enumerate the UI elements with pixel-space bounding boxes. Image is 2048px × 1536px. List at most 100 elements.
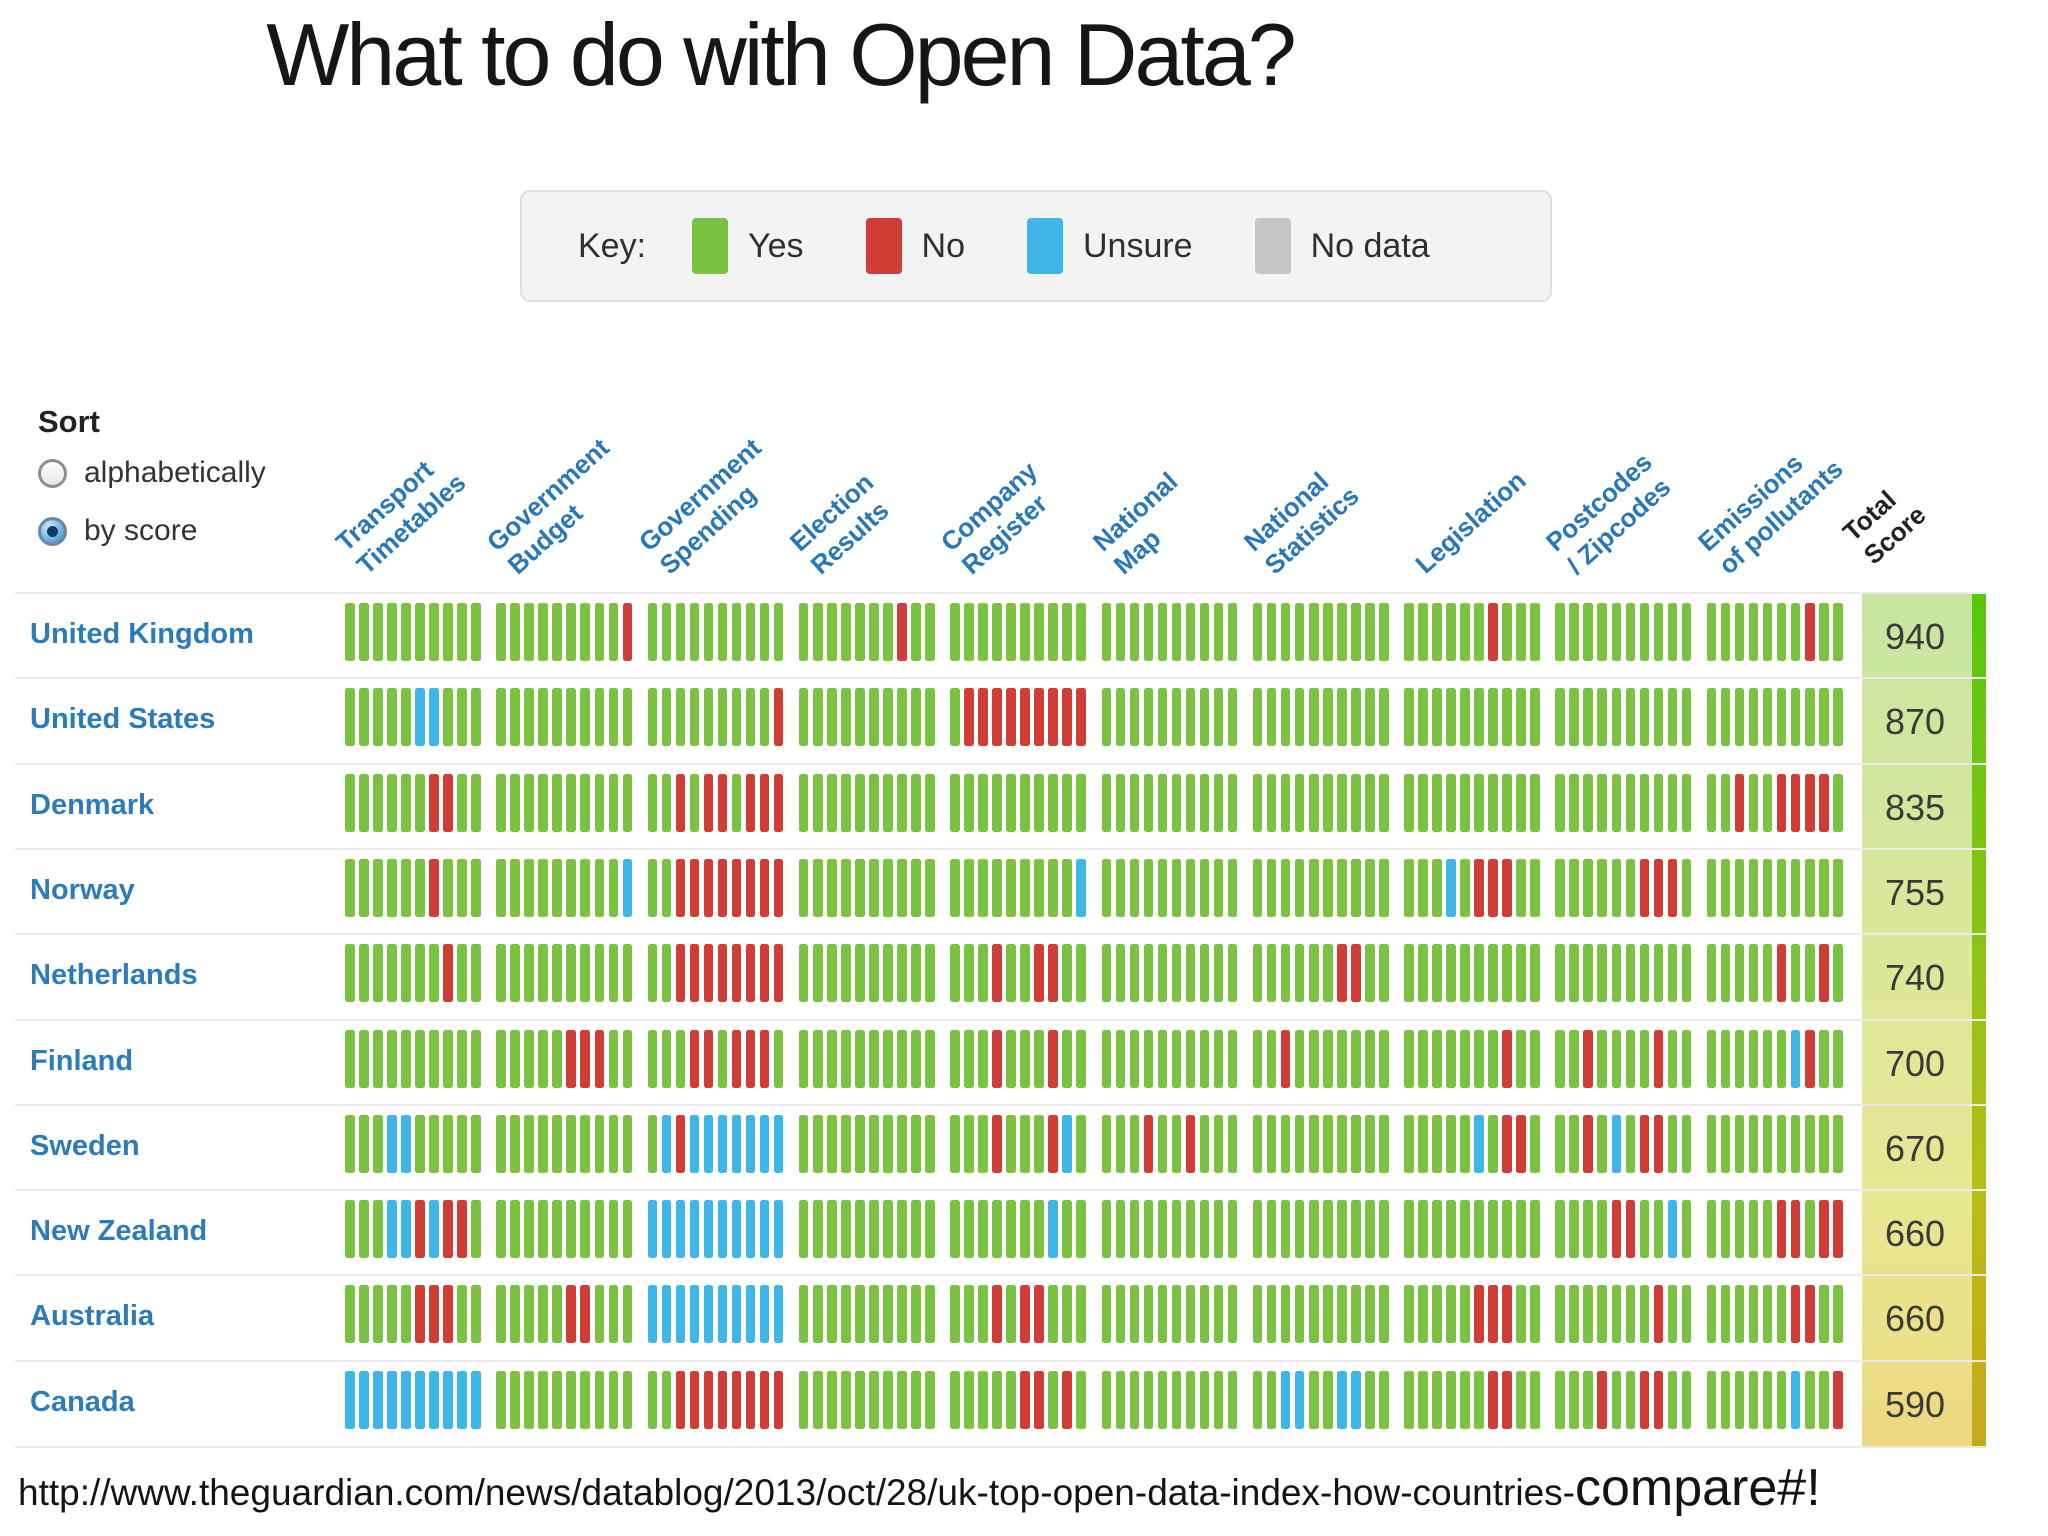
answer-bar-yes: [1020, 603, 1030, 661]
answer-bar-yes: [855, 774, 865, 832]
country-link[interactable]: Denmark: [30, 789, 155, 821]
answer-bar-unsure: [457, 1371, 467, 1429]
answer-bar-yes: [897, 688, 907, 746]
answer-bar-no: [566, 1030, 577, 1088]
answer-bar-yes: [1336, 1285, 1347, 1343]
answer-bar-yes: [1776, 859, 1787, 917]
answer-bar-no: [1048, 688, 1058, 746]
answer-bar-yes: [978, 1115, 988, 1173]
answer-bar-yes: [1115, 688, 1126, 746]
answer-bar-no: [992, 944, 1002, 1002]
answer-bar-yes: [840, 1200, 851, 1258]
answer-bar-yes: [1706, 1200, 1717, 1258]
answer-bar-no: [703, 1371, 714, 1429]
answer-bar-no: [1832, 1200, 1843, 1258]
sort-option-alphabetically[interactable]: alphabetically: [38, 456, 266, 490]
answer-bar-yes: [1171, 1371, 1182, 1429]
answer-bar-yes: [1569, 774, 1580, 832]
answer-bar-no: [1351, 944, 1361, 1002]
answer-bar-yes: [1365, 1200, 1375, 1258]
answer-bar-unsure: [773, 1285, 784, 1343]
answer-bar-no: [1653, 1371, 1664, 1429]
answer-cell-legislation: [1404, 1200, 1540, 1258]
answer-bar-yes: [1474, 603, 1484, 661]
answer-bar-yes: [964, 944, 974, 1002]
answer-bar-yes: [1720, 944, 1731, 1002]
answer-bar-yes: [1832, 1115, 1843, 1173]
answer-bar-yes: [869, 1371, 879, 1429]
country-link[interactable]: Finland: [30, 1045, 134, 1077]
answer-bar-yes: [1418, 774, 1428, 832]
answer-bar-yes: [1597, 1030, 1608, 1088]
answer-bar-yes: [992, 1200, 1002, 1258]
answer-cell-national-statistics: [1252, 859, 1389, 917]
answer-cell-legislation: [1404, 944, 1540, 1002]
answer-bar-no: [773, 1371, 784, 1429]
answer-bar-yes: [1379, 603, 1389, 661]
answer-cell-postcodes-zipcodes: [1555, 688, 1692, 746]
answer-bar-no: [897, 603, 907, 661]
answer-bar-yes: [1365, 603, 1375, 661]
country-link[interactable]: Sweden: [30, 1130, 140, 1162]
answer-bar-yes: [345, 603, 355, 661]
answer-bar-yes: [1681, 688, 1692, 746]
answer-bar-yes: [1101, 603, 1112, 661]
country-link[interactable]: Norway: [30, 874, 135, 906]
answer-bar-yes: [1653, 688, 1664, 746]
answer-bar-yes: [703, 688, 714, 746]
answer-bar-yes: [897, 774, 907, 832]
answer-bar-yes: [1639, 774, 1650, 832]
answer-bar-yes: [1653, 603, 1664, 661]
answer-bar-yes: [580, 1115, 591, 1173]
answer-bar-yes: [345, 859, 355, 917]
answer-cell-government-budget: [496, 603, 633, 661]
answer-bar-yes: [661, 603, 672, 661]
answer-bar-yes: [1611, 1371, 1622, 1429]
answer-bar-yes: [1790, 1115, 1801, 1173]
answer-bar-unsure: [703, 1115, 714, 1173]
column-header-government-spending: Government Spending: [632, 431, 767, 580]
answer-bar-yes: [840, 944, 851, 1002]
radio-unselected-icon[interactable]: [38, 458, 67, 488]
answer-bar-yes: [401, 603, 411, 661]
answer-bar-no: [675, 1115, 686, 1173]
country-link[interactable]: Australia: [30, 1300, 155, 1332]
answer-bar-unsure: [689, 1285, 700, 1343]
source-url: http://www.theguardian.com/news/datablog…: [18, 1458, 1821, 1518]
answer-bar-yes: [1199, 944, 1210, 1002]
answer-bar-unsure: [647, 1200, 658, 1258]
answer-bar-no: [1488, 859, 1498, 917]
answer-bar-yes: [1115, 859, 1126, 917]
answer-bar-yes: [1006, 1030, 1016, 1088]
sort-option-by-score[interactable]: by score: [38, 514, 266, 548]
radio-selected-icon[interactable]: [38, 516, 67, 546]
answer-bar-yes: [731, 688, 742, 746]
sort-option-label: by score: [84, 514, 198, 547]
answer-bar-yes: [1129, 944, 1140, 1002]
answer-bar-no: [1611, 1200, 1622, 1258]
country-link[interactable]: United Kingdom: [30, 618, 254, 650]
answer-bar-no: [1583, 1115, 1594, 1173]
answer-bar-yes: [552, 1200, 563, 1258]
answer-bar-no: [675, 859, 686, 917]
answer-bar-yes: [1432, 774, 1442, 832]
answer-bar-yes: [552, 774, 563, 832]
answer-bar-yes: [1308, 603, 1319, 661]
answer-bar-yes: [1762, 774, 1773, 832]
country-link[interactable]: Netherlands: [30, 959, 198, 991]
country-link[interactable]: New Zealand: [30, 1215, 208, 1247]
country-link[interactable]: United States: [30, 703, 216, 735]
answer-cell-postcodes-zipcodes: [1555, 859, 1692, 917]
answer-bar-no: [1516, 1115, 1526, 1173]
answer-bar-yes: [524, 1371, 534, 1429]
answer-bar-yes: [580, 688, 591, 746]
answer-bar-yes: [1379, 1200, 1389, 1258]
answer-bar-yes: [812, 944, 823, 1002]
answer-bar-yes: [1748, 859, 1759, 917]
answer-bar-yes: [1432, 1200, 1442, 1258]
answer-bar-yes: [1460, 603, 1470, 661]
country-link[interactable]: Canada: [30, 1386, 135, 1418]
answer-bar-yes: [471, 774, 481, 832]
answer-bar-yes: [1530, 1285, 1540, 1343]
answer-cell-government-budget: [496, 1200, 633, 1258]
